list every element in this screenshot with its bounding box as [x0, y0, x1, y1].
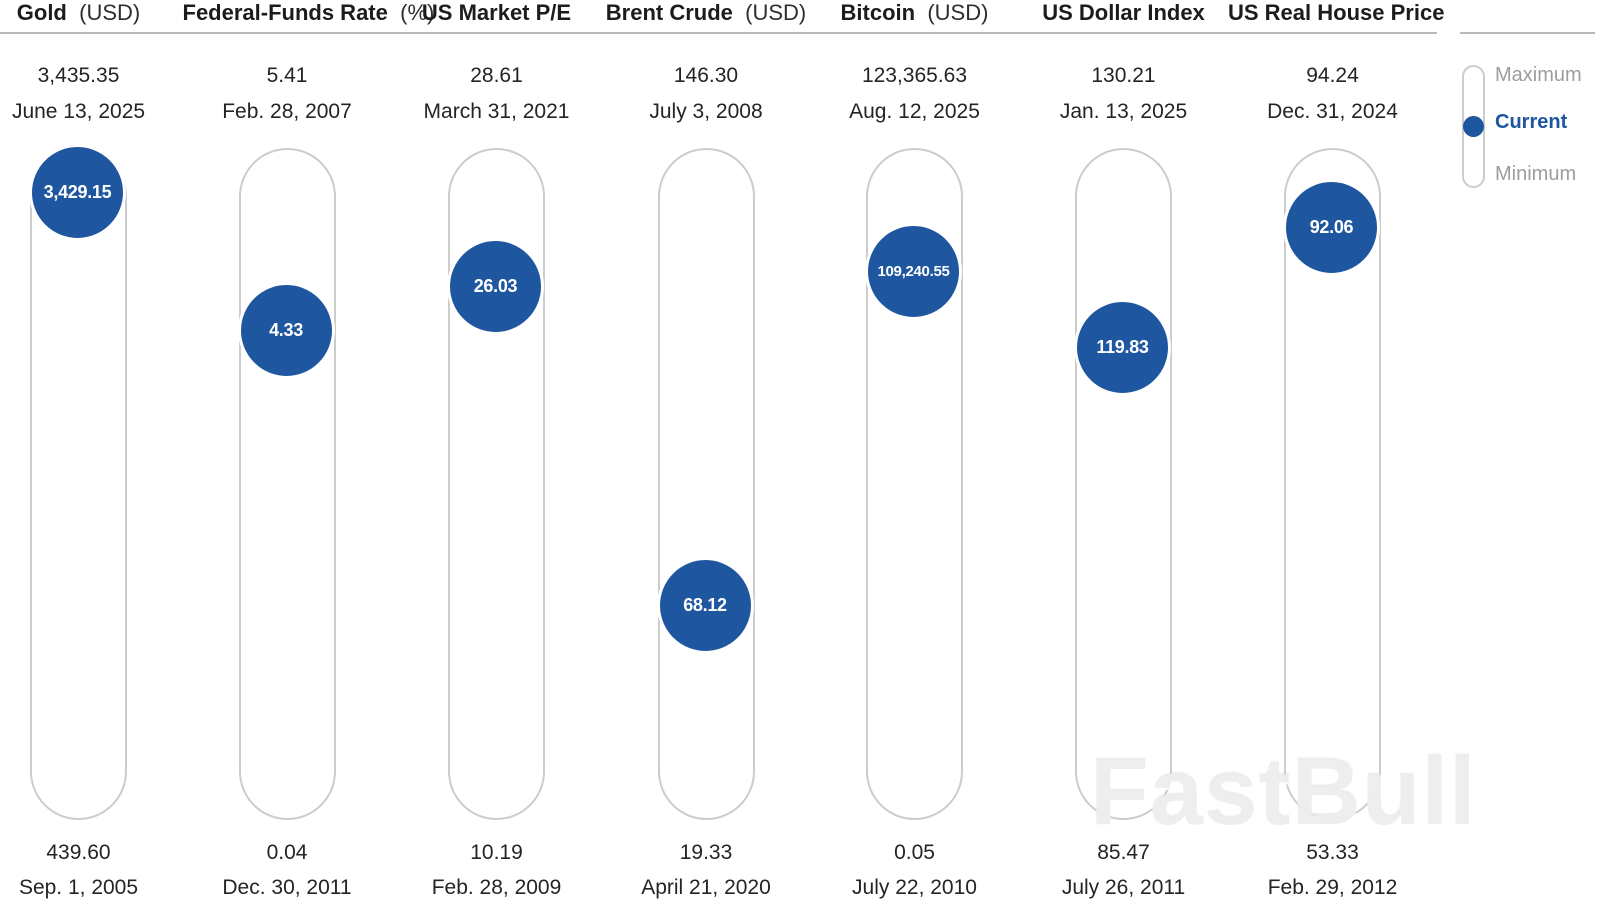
minimum-value: 0.05 — [894, 841, 935, 864]
range-track — [30, 148, 127, 820]
minimum-date: July 26, 2011 — [1061, 876, 1186, 899]
indicator-column: Gold (USD) 3,435.35 June 13, 2025 3,429.… — [0, 0, 183, 910]
column-header: Brent Crude (USD) — [602, 1, 811, 25]
minimum-date: Feb. 29, 2012 — [1267, 876, 1398, 899]
legend-maximum-label: Maximum — [1495, 64, 1582, 86]
indicator-name: Gold — [16, 0, 67, 25]
column-header: Federal-Funds Rate (%) — [182, 0, 435, 25]
current-value-label: 4.33 — [269, 320, 303, 341]
indicator-unit: (USD) — [73, 0, 141, 25]
indicator-column: Federal-Funds Rate (%) 5.41 Feb. 28, 200… — [182, 0, 435, 910]
indicator-name: US Real House Price — [1228, 0, 1445, 25]
current-value-bubble: 3,429.15 — [29, 143, 126, 241]
maximum-date: March 31, 2021 — [423, 100, 570, 123]
minimum-value: 439.60 — [46, 841, 111, 864]
indicator-name: US Dollar Index — [1042, 0, 1205, 25]
column-header: Bitcoin (USD) — [810, 1, 1019, 25]
minimum-value: 0.04 — [266, 841, 308, 864]
indicator-column: US Real House Price 94.24 Dec. 31, 2024 … — [1228, 0, 1444, 910]
minimum-date: April 21, 2020 — [641, 876, 771, 899]
current-value-label: 68.12 — [683, 595, 727, 616]
column-header: US Real House Price — [1228, 1, 1444, 25]
indicator-unit: (USD) — [921, 0, 989, 25]
indicator-unit: (USD) — [739, 0, 807, 25]
maximum-date: Jan. 13, 2025 — [1059, 100, 1188, 123]
maximum-value: 130.21 — [1091, 64, 1156, 87]
range-track — [657, 148, 755, 820]
maximum-value: 3,435.35 — [37, 64, 120, 87]
range-track — [238, 148, 336, 820]
minimum-date: Sep. 1, 2005 — [18, 876, 139, 899]
indicator-column: Bitcoin (USD) 123,365.63 Aug. 12, 2025 1… — [810, 0, 1019, 910]
range-track — [1075, 148, 1172, 820]
column-header: US Market P/E — [392, 1, 601, 25]
maximum-value: 146.30 — [673, 64, 739, 87]
current-value-label: 26.03 — [473, 276, 518, 297]
indicator-column: US Dollar Index 130.21 Jan. 13, 2025 119… — [1019, 0, 1228, 910]
legend-minimum-label: Minimum — [1495, 163, 1577, 185]
legend-current-dot-icon — [1463, 116, 1484, 137]
legend-current-label: Current — [1495, 111, 1568, 133]
maximum-date: Aug. 12, 2025 — [849, 100, 980, 123]
maximum-date: Feb. 28, 2007 — [222, 100, 352, 123]
current-value-bubble: 26.03 — [447, 238, 544, 336]
maximum-value: 123,365.63 — [861, 64, 968, 87]
fastbull-watermark: FastBull — [1090, 738, 1477, 845]
maximum-date: July 3, 2008 — [649, 100, 763, 123]
column-header: US Dollar Index — [1019, 1, 1228, 25]
current-value-bubble: 119.83 — [1074, 299, 1171, 397]
minimum-value: 53.33 — [1306, 841, 1359, 864]
current-value-bubble: 68.12 — [656, 557, 754, 655]
maximum-value: 94.24 — [1306, 64, 1359, 87]
current-value-label: 92.06 — [1309, 217, 1354, 238]
minimum-value: 85.47 — [1097, 841, 1150, 864]
indicator-column: Brent Crude (USD) 146.30 July 3, 2008 68… — [602, 0, 811, 910]
minimum-date: July 22, 2010 — [852, 876, 977, 899]
maximum-date: Dec. 31, 2024 — [1267, 100, 1398, 123]
minimum-date: Dec. 30, 2011 — [222, 876, 352, 899]
column-header: Gold (USD) — [0, 1, 183, 25]
maximum-value: 5.41 — [266, 64, 308, 87]
maximum-date: June 13, 2025 — [11, 100, 146, 123]
indicator-name: US Market P/E — [421, 0, 572, 25]
legend-divider-line — [1460, 32, 1595, 34]
current-value-bubble: 109,240.55 — [865, 222, 962, 320]
minimum-value: 10.19 — [470, 841, 523, 864]
indicator-unit: (%) — [394, 0, 435, 25]
current-value-bubble: 4.33 — [237, 282, 335, 380]
indicator-name: Federal-Funds Rate — [182, 0, 388, 25]
indicator-name: Bitcoin — [840, 0, 916, 25]
maximum-value: 28.61 — [470, 64, 523, 87]
indicator-name: Brent Crude — [605, 0, 733, 25]
minimum-value: 19.33 — [679, 841, 733, 864]
current-value-label: 3,429.15 — [43, 181, 112, 202]
minimum-date: Feb. 28, 2009 — [431, 876, 562, 899]
current-value-label: 109,240.55 — [877, 262, 950, 280]
legend: Maximum Current Minimum — [1450, 55, 1600, 205]
current-value-bubble: 92.06 — [1283, 179, 1380, 277]
header-divider-line — [0, 32, 1437, 34]
current-value-label: 119.83 — [1096, 337, 1149, 358]
indicator-column: US Market P/E 28.61 March 31, 2021 26.03… — [392, 0, 601, 910]
